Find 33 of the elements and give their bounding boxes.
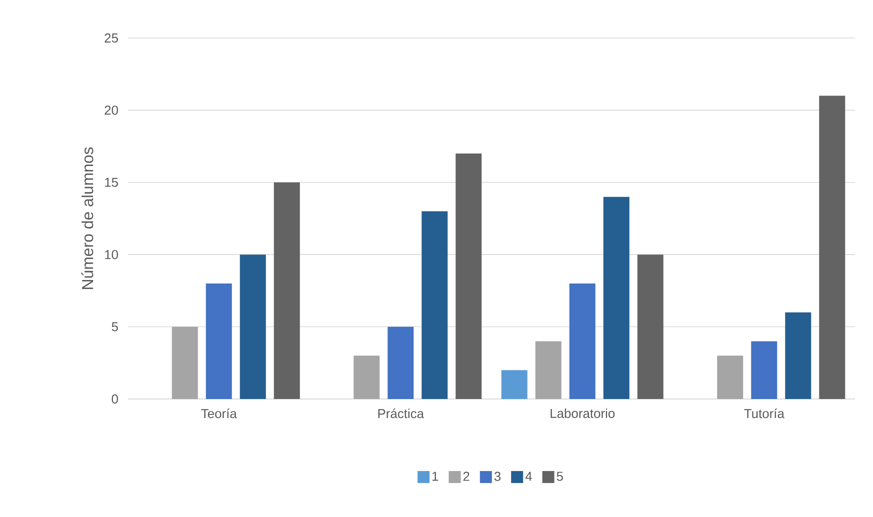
bar: [535, 341, 562, 399]
y-tick-label: 10: [105, 250, 118, 260]
bar: [637, 254, 664, 399]
x-tick-label: Laboratorio: [550, 408, 615, 418]
y-tick-label: 15: [105, 178, 118, 187]
legend-label: 1: [432, 472, 438, 481]
bar: [569, 283, 596, 399]
bar: [206, 283, 232, 399]
legend-label: 3: [494, 472, 501, 481]
x-tick-label: Teoría: [201, 408, 237, 418]
bar: [274, 182, 300, 399]
bar: [172, 326, 198, 399]
x-tick-label: Tutoría: [744, 408, 784, 418]
y-tick-label: 25: [104, 33, 118, 43]
bar: [456, 154, 482, 399]
bar: [819, 96, 846, 399]
legend-label: 4: [525, 472, 532, 481]
legend-label: 5: [556, 472, 563, 481]
y-axis-title: Número de alumnos: [81, 147, 94, 289]
bar: [785, 312, 812, 399]
legend-label: 2: [463, 472, 470, 481]
x-tick-label: Práctica: [378, 408, 424, 418]
bar: [388, 326, 414, 399]
bar: [751, 341, 778, 399]
y-tick-label: 20: [104, 106, 118, 115]
bar: [603, 196, 630, 399]
bar: [717, 356, 744, 399]
bar: [240, 254, 266, 399]
bar: [422, 211, 448, 399]
y-tick-label: 0: [112, 394, 118, 404]
y-tick-label: 5: [112, 322, 118, 332]
bar: [501, 370, 528, 399]
bar: [354, 356, 380, 399]
